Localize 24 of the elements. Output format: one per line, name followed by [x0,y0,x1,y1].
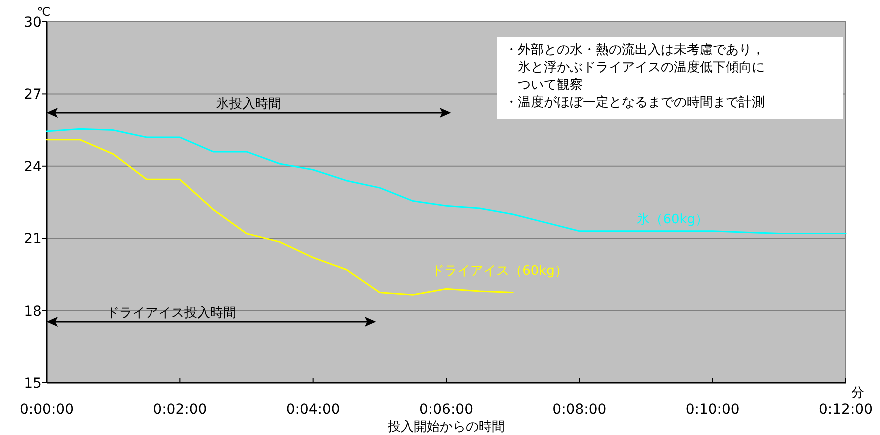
y-tick-label: 18 [24,304,42,320]
x-tick-label: 0:06:00 [420,402,474,418]
x-tick-label: 0:00:00 [20,402,74,418]
y-tick-label: 30 [24,15,42,31]
annotation: 氷投入時間 [216,97,282,112]
line-series [46,128,847,235]
y-tick-label: 15 [24,376,42,392]
x-tick-label: 0:10:00 [686,402,740,418]
line-series [46,139,514,296]
x-tick-label: 0:12:00 [819,402,873,418]
annotation: ・温度がほぼ一定となるまでの時間まで計測 [505,94,765,110]
y-tick-label: 27 [24,87,42,104]
x-tick-label: 0:08:00 [552,402,607,418]
x-axis-title: 投入開始からの時間 [387,420,505,435]
annotation: ドライアイス投入時間 [106,306,236,321]
y-tick-label: 24 [24,159,42,176]
x-tick-label: 0:04:00 [286,402,340,418]
x-tick-label: 0:02:00 [153,402,208,418]
series-label: 氷（60kg） [637,212,709,228]
picture-note-box: ・外部との水・熱の流出入は未考慮であり，氷と浮かぶドライアイスの温度低下傾向について観察 ・温度がほぼ一定となるまでの時間まで計測 [497,37,843,119]
y-tick-label: 21 [24,232,42,248]
text: 分 [852,386,864,401]
annotation: ・外部との水・熱の流出入は未考慮であり，氷と浮かぶドライアイスの温度低下傾向について観察 [505,42,765,93]
series-label: ドライアイス（60kg） [432,264,568,279]
